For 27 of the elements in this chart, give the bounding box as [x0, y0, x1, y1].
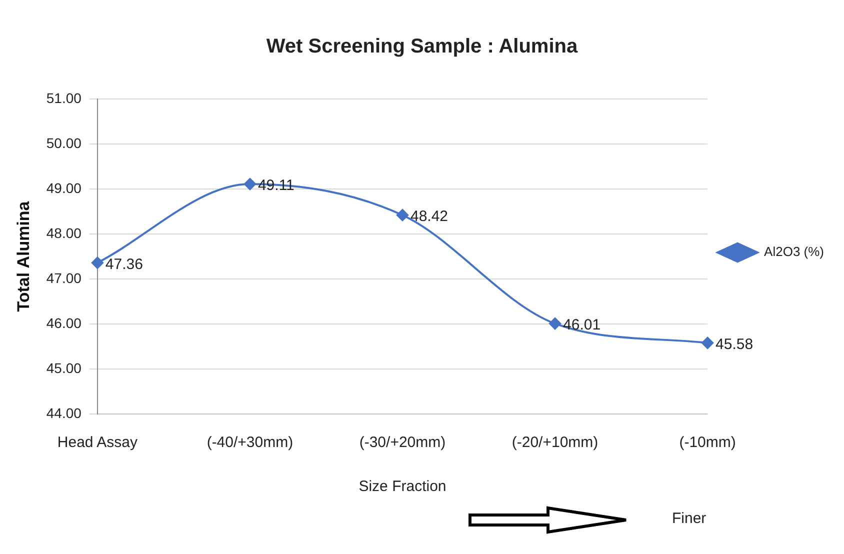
y-tick-label: 44.00	[46, 404, 82, 421]
x-axis-title: Size Fraction	[358, 478, 446, 496]
y-tick-label: 48.00	[46, 224, 82, 241]
x-tick-label: Head Assay	[57, 434, 138, 452]
y-axis-title: Total Alumina	[14, 200, 33, 312]
text: Finer	[672, 510, 706, 527]
y-tick-label: 51.00	[46, 90, 82, 106]
data-label: 47.36	[105, 256, 143, 273]
x-tick-label: (-40/+30mm)	[206, 434, 294, 452]
point	[549, 318, 562, 330]
y-tick-label: 50.00	[46, 134, 82, 151]
data-label: 48.42	[410, 208, 448, 226]
x-tick-label: (-30/+20mm)	[359, 434, 446, 452]
point	[702, 336, 714, 349]
data-label: 46.01	[563, 316, 601, 334]
y-tick-label: 49.00	[46, 180, 82, 196]
y-tick-label: 45.00	[46, 360, 82, 376]
y-tick-label: 46.00	[46, 314, 82, 331]
point	[244, 178, 256, 190]
chart-title: Wet Screening Sample : Alumina	[266, 36, 578, 58]
data-label: 45.58	[716, 336, 754, 354]
point	[91, 256, 104, 269]
x-tick-label: (-20/+10mm)	[512, 434, 598, 452]
legend-label: Al2O3 (%)	[764, 244, 824, 260]
x-tick-label: (-10mm)	[679, 434, 736, 452]
point	[396, 209, 408, 222]
y-tick-label: 47.00	[46, 270, 82, 286]
